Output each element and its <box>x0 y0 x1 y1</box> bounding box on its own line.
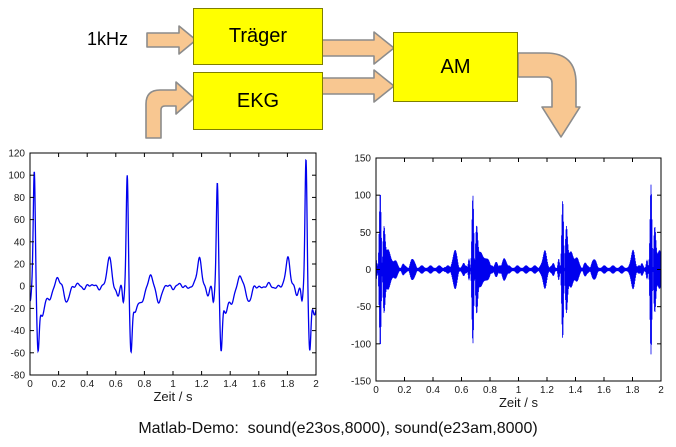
block-ekg-label: EKG <box>236 89 280 112</box>
am-signal-trace <box>375 184 662 355</box>
ekg-ytick-label: 40 <box>14 237 26 248</box>
ekg-ytick-label: 60 <box>14 215 26 226</box>
ekg-xlabel: Zeit / s <box>153 389 193 404</box>
ekg-xtick-label: 1 <box>170 379 176 390</box>
ekg-signal-trace <box>29 158 317 354</box>
ekg-xtick-label: 0.4 <box>80 379 94 390</box>
arrow-ekg-to-am-icon <box>321 69 395 103</box>
ekg-xtick-label: 0 <box>27 379 33 390</box>
am-xtick-label: 0.4 <box>426 385 440 396</box>
am-ytick-label: -150 <box>351 377 371 388</box>
ekg-ytick-label: -20 <box>11 304 26 315</box>
ekg-xtick-label: 1.2 <box>195 379 209 390</box>
am-xtick-label: 0.6 <box>455 385 469 396</box>
am-ytick-label: 150 <box>354 154 371 165</box>
ekg-ytick-label: -40 <box>11 326 26 337</box>
ekg-xtick-label: 2 <box>313 379 319 390</box>
block-ekg: EKG <box>193 72 323 130</box>
am-xtick-label: 0.2 <box>398 385 412 396</box>
am-xtick-label: 1.8 <box>626 385 640 396</box>
source-frequency-label: 1kHz <box>87 29 129 49</box>
ekg-xtick-label: 0.6 <box>109 379 123 390</box>
am-xtick-label: 1 <box>516 385 522 396</box>
am-xtick-label: 0 <box>373 385 379 396</box>
ekg-xtick-label: 1.4 <box>223 379 237 390</box>
arrow-traeger-to-am-icon <box>321 31 395 65</box>
am-ytick-label: 100 <box>354 191 371 202</box>
am-ytick-label: -100 <box>351 339 371 350</box>
am-xtick-label: 1.2 <box>540 385 554 396</box>
ekg-axes-box <box>29 152 317 376</box>
ekg-ytick-label: 100 <box>8 171 25 182</box>
block-am: AM <box>393 32 518 102</box>
ekg-ytick-label: -60 <box>11 348 26 359</box>
block-am-label: AM <box>440 55 471 78</box>
ekg-ytick-label: 20 <box>14 260 26 271</box>
am-xtick-label: 1.4 <box>569 385 583 396</box>
ekg-xtick-label: 0.8 <box>137 379 151 390</box>
am-xtick-label: 0.8 <box>483 385 497 396</box>
ekg-ytick-label: -80 <box>11 371 26 382</box>
block-traeger: Träger <box>193 8 323 65</box>
am-ytick-label: 50 <box>360 228 372 239</box>
ekg-plot: 0 0.2 0.4 0.6 0.8 1 1.2 1.4 1.6 1.8 2 -80 -60 -40 -20 0… <box>8 149 319 405</box>
arrow-input-to-ekg-icon <box>145 81 195 139</box>
am-ytick-label: 0 <box>365 265 371 276</box>
am-xlabel: Zeit / s <box>499 395 539 410</box>
am-plot: 0 0.2 0.4 0.6 0.8 1 1.2 1.4 1.6 1.8 2 -150 -100 -50 0 5… <box>351 154 664 411</box>
am-ytick-label: -50 <box>357 302 372 313</box>
ekg-ytick-label: 0 <box>19 282 25 293</box>
ekg-ytick-label: 80 <box>14 193 26 204</box>
am-xtick-label: 1.6 <box>597 385 611 396</box>
ekg-xtick-label: 1.6 <box>252 379 266 390</box>
ekg-xtick-label: 1.8 <box>280 379 294 390</box>
block-traeger-label: Träger <box>228 25 288 47</box>
ekg-ytick-label: 120 <box>8 149 25 160</box>
matlab-demo-caption: Matlab-Demo: sound(e23os,8000), sound(e2… <box>138 420 538 437</box>
arrow-1khz-to-traeger-icon <box>146 25 197 55</box>
ekg-xtick-label: 0.2 <box>52 379 66 390</box>
block-diagram-arrows <box>145 25 581 139</box>
am-xtick-label: 2 <box>658 385 664 396</box>
plots-canvas: 0 0.2 0.4 0.6 0.8 1 1.2 1.4 1.6 1.8 2 -80 -60 -40 -20 0… <box>8 149 664 411</box>
arrow-am-output-icon <box>517 52 581 138</box>
